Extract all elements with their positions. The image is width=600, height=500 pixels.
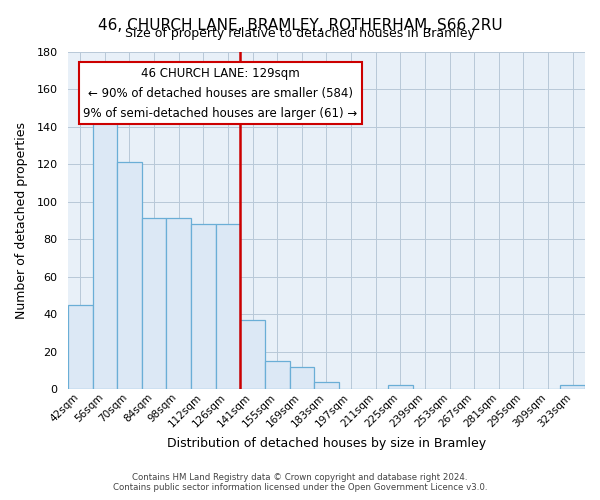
Text: 46 CHURCH LANE: 129sqm
← 90% of detached houses are smaller (584)
9% of semi-det: 46 CHURCH LANE: 129sqm ← 90% of detached… [83, 66, 358, 120]
Bar [215, 224, 240, 389]
Text: 46, CHURCH LANE, BRAMLEY, ROTHERHAM, S66 2RU: 46, CHURCH LANE, BRAMLEY, ROTHERHAM, S66… [98, 18, 502, 32]
Bar [265, 361, 290, 389]
Text: Size of property relative to detached houses in Bramley: Size of property relative to detached ho… [125, 28, 475, 40]
Bar [388, 386, 413, 389]
Bar [191, 224, 215, 389]
Bar [290, 366, 314, 389]
Y-axis label: Number of detached properties: Number of detached properties [15, 122, 28, 319]
Bar [117, 162, 142, 389]
Bar [92, 117, 117, 389]
Bar [314, 382, 339, 389]
Bar [240, 320, 265, 389]
Bar [142, 218, 166, 389]
Bar [166, 218, 191, 389]
Bar [560, 386, 585, 389]
Bar [68, 304, 92, 389]
X-axis label: Distribution of detached houses by size in Bramley: Distribution of detached houses by size … [167, 437, 486, 450]
Text: Contains HM Land Registry data © Crown copyright and database right 2024.
Contai: Contains HM Land Registry data © Crown c… [113, 473, 487, 492]
